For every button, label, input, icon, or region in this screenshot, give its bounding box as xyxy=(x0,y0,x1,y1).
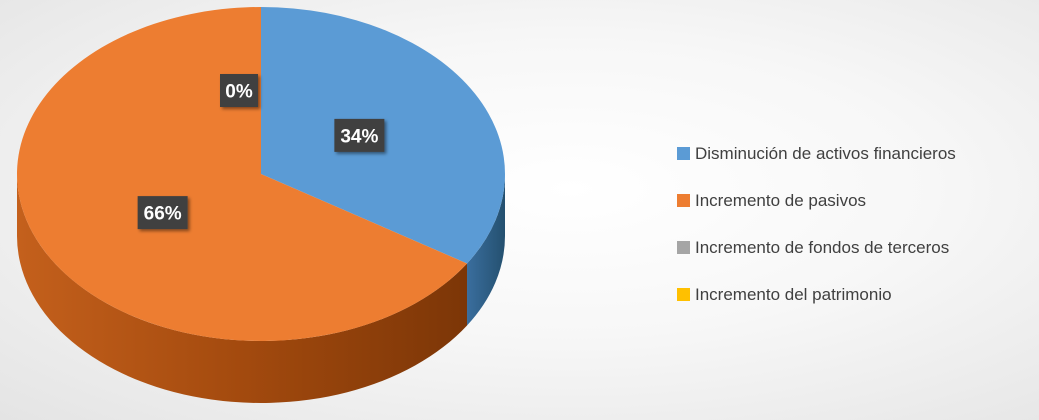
svg-text:0%: 0% xyxy=(225,82,253,103)
legend-label: Incremento de fondos de terceros xyxy=(695,237,950,257)
slice-side-pasivos xyxy=(17,174,468,403)
data-label-pasivos: 66% xyxy=(137,196,188,230)
legend-swatch xyxy=(677,288,690,301)
legend: Disminución de activos financieros Incre… xyxy=(677,140,956,308)
legend-label: Incremento de pasivos xyxy=(695,190,867,210)
legend-label: Incremento del patrimonio xyxy=(695,284,892,304)
svg-text:34%: 34% xyxy=(340,126,378,147)
legend-item-pasivos: Incremento de pasivos xyxy=(677,187,956,214)
legend-label: Disminución de activos financieros xyxy=(695,143,956,163)
slice-side-activos xyxy=(467,174,505,326)
data-label-activos: 34% xyxy=(334,118,385,152)
legend-swatch xyxy=(677,194,690,207)
legend-item-activos: Disminución de activos financieros xyxy=(677,140,956,167)
svg-text:66%: 66% xyxy=(144,204,182,225)
data-label-fondos-terceros: 0% xyxy=(220,74,258,107)
legend-item-fondos-terceros: Incremento de fondos de terceros xyxy=(677,234,956,261)
slice-pasivos xyxy=(16,7,468,341)
legend-swatch xyxy=(677,147,690,160)
legend-item-patrimonio: Incremento del patrimonio xyxy=(677,281,956,308)
legend-swatch xyxy=(677,241,690,254)
